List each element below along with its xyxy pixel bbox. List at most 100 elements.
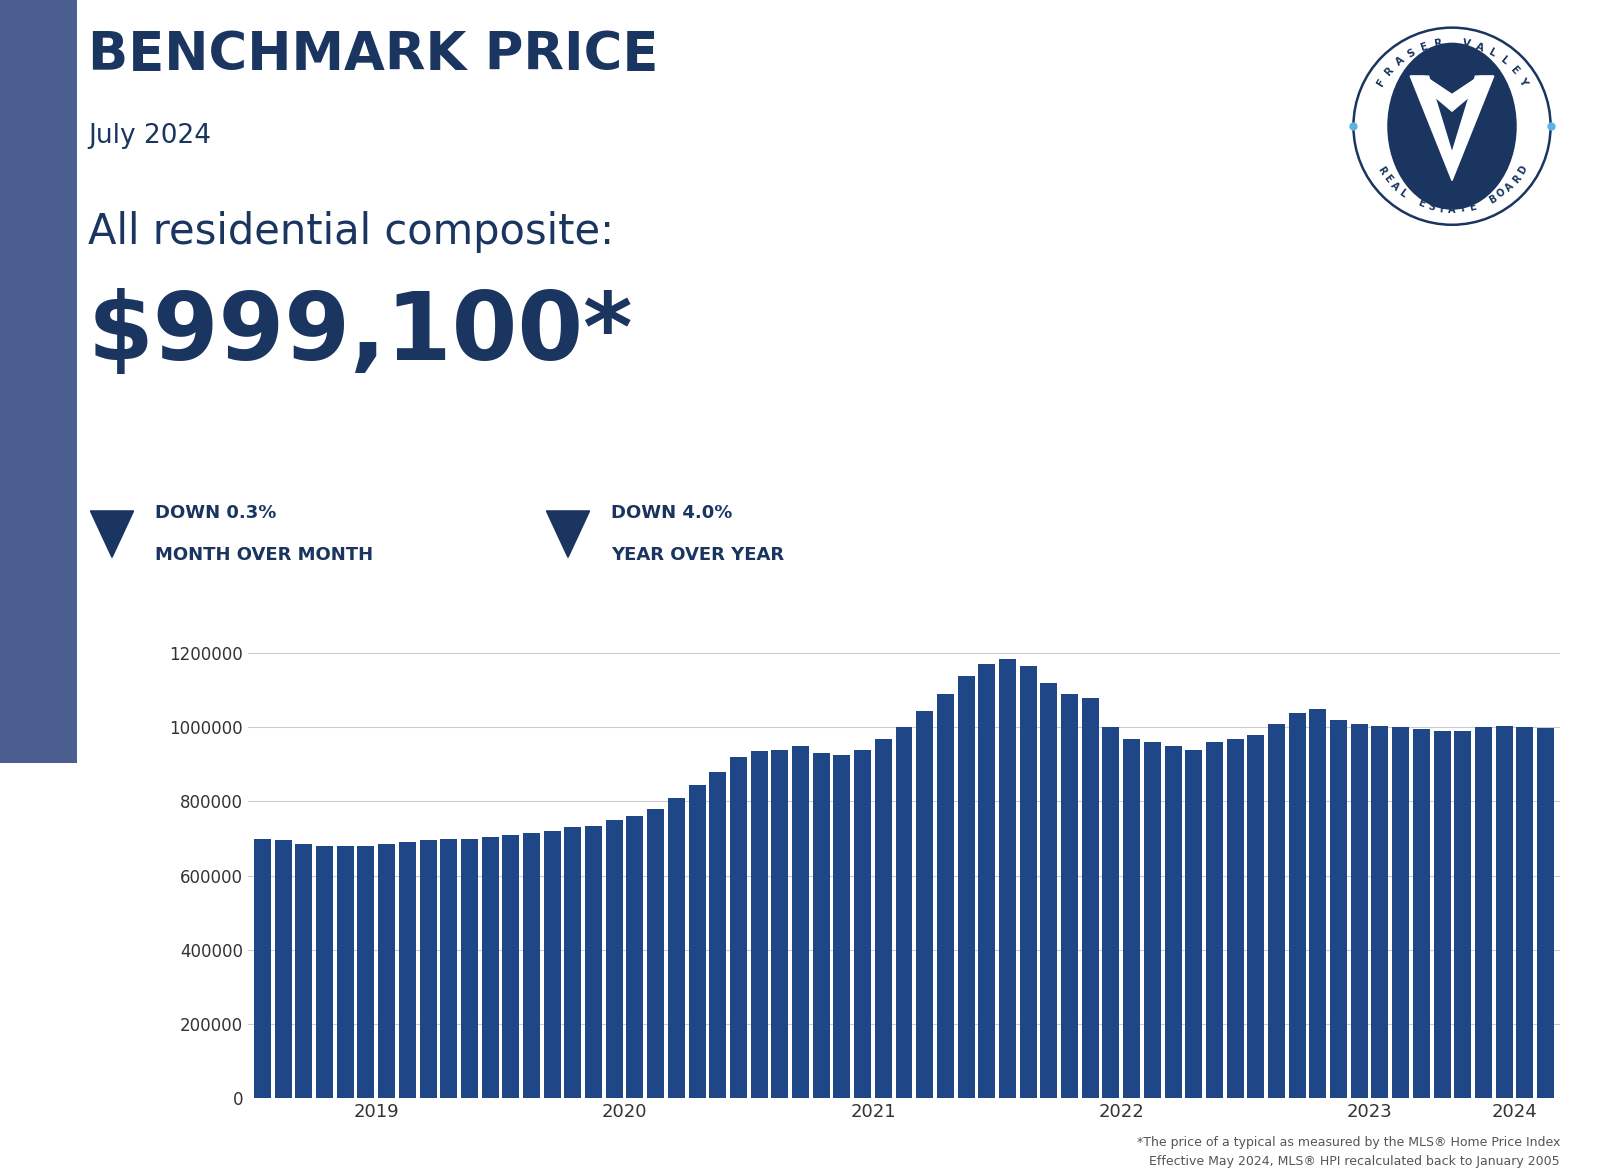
Bar bbox=[1061, 694, 1078, 1098]
Text: A: A bbox=[1504, 181, 1515, 193]
Text: L: L bbox=[1397, 188, 1408, 200]
Bar bbox=[336, 846, 354, 1098]
Bar bbox=[771, 750, 789, 1098]
Bar bbox=[586, 825, 602, 1098]
Ellipse shape bbox=[1387, 42, 1517, 210]
Bar bbox=[1538, 728, 1554, 1098]
Bar bbox=[440, 838, 458, 1098]
Text: T: T bbox=[1459, 203, 1467, 215]
Bar bbox=[1434, 731, 1451, 1098]
Bar bbox=[917, 710, 933, 1098]
Text: $999,100*: $999,100* bbox=[88, 288, 634, 379]
Bar bbox=[1309, 709, 1326, 1098]
Text: R: R bbox=[1374, 164, 1387, 176]
Bar bbox=[792, 745, 810, 1098]
Bar bbox=[1496, 726, 1512, 1098]
Bar bbox=[296, 844, 312, 1098]
Bar bbox=[1186, 750, 1202, 1098]
Text: E: E bbox=[1416, 198, 1426, 210]
Text: R: R bbox=[1510, 173, 1523, 185]
Bar bbox=[1040, 683, 1058, 1098]
Text: July 2024: July 2024 bbox=[88, 123, 211, 149]
Polygon shape bbox=[1410, 76, 1494, 112]
Bar bbox=[978, 664, 995, 1098]
Bar bbox=[1413, 729, 1430, 1098]
Text: V: V bbox=[1461, 39, 1470, 49]
Bar bbox=[730, 757, 747, 1098]
Bar bbox=[357, 846, 374, 1098]
Bar bbox=[1392, 728, 1410, 1098]
Bar bbox=[688, 784, 706, 1098]
Bar bbox=[565, 828, 581, 1098]
Text: BENCHMARK PRICE: BENCHMARK PRICE bbox=[88, 29, 658, 81]
Bar bbox=[1454, 731, 1472, 1098]
Bar bbox=[1227, 738, 1243, 1098]
Text: MONTH OVER MONTH: MONTH OVER MONTH bbox=[155, 546, 373, 565]
Bar bbox=[317, 846, 333, 1098]
Text: A: A bbox=[1389, 181, 1400, 193]
Bar bbox=[1517, 728, 1533, 1098]
Text: R: R bbox=[1384, 65, 1395, 77]
Text: E: E bbox=[1509, 65, 1520, 76]
Text: A: A bbox=[1474, 41, 1485, 54]
Bar bbox=[813, 754, 830, 1098]
Bar bbox=[1371, 726, 1389, 1098]
Text: DOWN 4.0%: DOWN 4.0% bbox=[611, 504, 733, 522]
Bar bbox=[1102, 728, 1120, 1098]
Bar bbox=[998, 659, 1016, 1098]
Text: A: A bbox=[1448, 204, 1456, 215]
Bar bbox=[254, 838, 270, 1098]
Bar bbox=[1019, 667, 1037, 1098]
Text: E: E bbox=[1381, 174, 1394, 184]
Text: R: R bbox=[1434, 39, 1443, 49]
Bar bbox=[1206, 742, 1222, 1098]
Text: E: E bbox=[1419, 41, 1429, 53]
Bar bbox=[646, 809, 664, 1098]
Bar bbox=[606, 819, 622, 1098]
Bar bbox=[834, 755, 851, 1098]
Text: S: S bbox=[1426, 202, 1435, 212]
Polygon shape bbox=[1410, 76, 1494, 181]
Bar bbox=[482, 837, 499, 1098]
Text: T: T bbox=[1437, 203, 1445, 215]
Text: D: D bbox=[1517, 164, 1530, 176]
Text: All residential composite:: All residential composite: bbox=[88, 211, 614, 254]
Bar bbox=[1165, 745, 1181, 1098]
Text: B: B bbox=[1486, 193, 1498, 205]
Bar bbox=[544, 831, 560, 1098]
Bar bbox=[957, 675, 974, 1098]
Bar bbox=[461, 838, 478, 1098]
Bar bbox=[1123, 738, 1141, 1098]
Bar bbox=[875, 738, 891, 1098]
Bar bbox=[750, 751, 768, 1098]
Bar bbox=[1248, 735, 1264, 1098]
Bar bbox=[275, 841, 291, 1098]
Text: F: F bbox=[1374, 76, 1387, 88]
Bar bbox=[938, 694, 954, 1098]
Bar bbox=[627, 816, 643, 1098]
Bar bbox=[502, 835, 520, 1098]
Bar bbox=[1288, 713, 1306, 1098]
Text: S: S bbox=[1406, 47, 1418, 60]
Text: L: L bbox=[1499, 55, 1510, 67]
Bar bbox=[709, 771, 726, 1098]
Text: L: L bbox=[1486, 47, 1498, 59]
Text: *The price of a typical as measured by the MLS® Home Price Index
Effective May 2: *The price of a typical as measured by t… bbox=[1136, 1136, 1560, 1168]
Text: O: O bbox=[1494, 187, 1507, 200]
Bar bbox=[398, 842, 416, 1098]
Text: A: A bbox=[1394, 54, 1406, 67]
Polygon shape bbox=[90, 511, 134, 558]
Text: Y: Y bbox=[1517, 76, 1530, 88]
Bar bbox=[1330, 720, 1347, 1098]
Bar bbox=[854, 750, 870, 1098]
Bar bbox=[1082, 697, 1099, 1098]
Bar bbox=[1144, 742, 1162, 1098]
Polygon shape bbox=[546, 511, 589, 558]
Bar bbox=[1350, 723, 1368, 1098]
Text: E: E bbox=[1469, 202, 1477, 212]
Bar bbox=[1269, 723, 1285, 1098]
Text: YEAR OVER YEAR: YEAR OVER YEAR bbox=[611, 546, 784, 565]
Bar bbox=[896, 728, 912, 1098]
Bar bbox=[378, 844, 395, 1098]
Bar bbox=[667, 798, 685, 1098]
